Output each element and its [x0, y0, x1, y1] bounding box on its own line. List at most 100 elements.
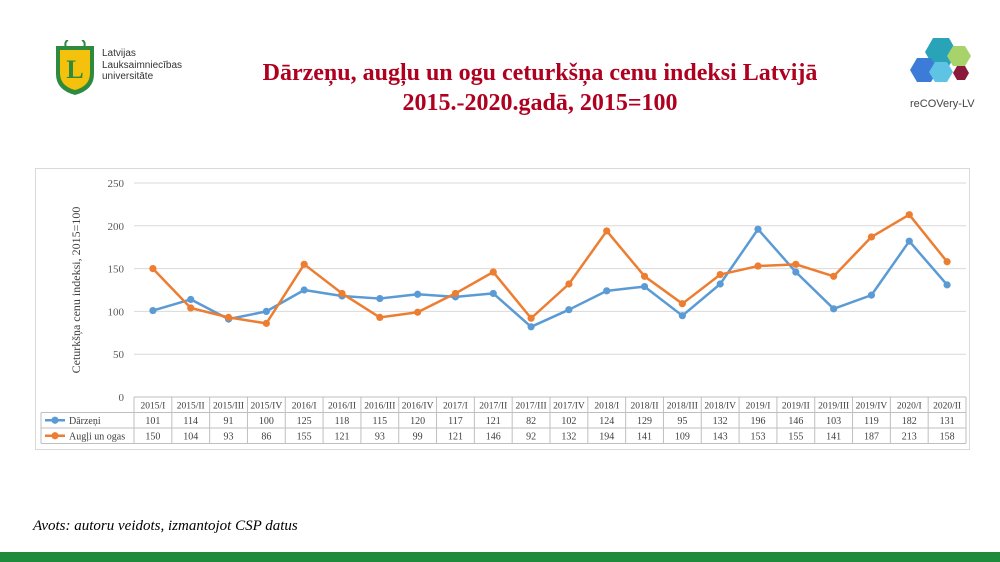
data-table-value: 93	[375, 432, 385, 443]
x-category-label: 2019/IV	[856, 402, 888, 412]
x-category-label: 2016/I	[292, 402, 317, 412]
x-category-label: 2016/II	[328, 402, 356, 412]
svg-text:L: L	[66, 55, 83, 84]
series-1-point	[716, 280, 724, 288]
data-table-value: 124	[599, 416, 614, 427]
x-category-label: 2019/I	[746, 402, 771, 412]
series-1-point	[187, 295, 195, 304]
series-2-point	[867, 233, 876, 241]
series-2-point	[754, 262, 762, 270]
series-2-point	[187, 304, 195, 312]
data-table-value: 99	[413, 432, 423, 443]
x-category-label: 2017/III	[516, 402, 547, 412]
hexagon-cluster-icon	[910, 38, 971, 82]
y-tick-label: 200	[108, 221, 125, 233]
series-1-point	[262, 307, 270, 315]
series-2-point	[565, 280, 573, 288]
data-table-value: 141	[637, 432, 652, 443]
data-table-value: 131	[940, 416, 955, 427]
series-1-point	[640, 282, 649, 291]
series-2-point	[792, 260, 800, 268]
data-table-value: 187	[864, 432, 879, 443]
series-1-point	[830, 305, 838, 313]
series-1-point	[754, 225, 762, 233]
data-table-value: 146	[486, 432, 501, 443]
y-tick-label: 50	[113, 349, 125, 361]
data-table-value: 194	[599, 432, 614, 443]
data-table-value: 158	[940, 432, 955, 443]
data-table-value: 196	[751, 416, 766, 427]
x-category-label: 2015/I	[141, 402, 166, 412]
series-2-point	[943, 258, 951, 266]
data-table-value: 182	[902, 416, 917, 427]
x-category-label: 2018/IV	[704, 402, 736, 412]
x-category-label: 2018/II	[631, 402, 659, 412]
y-tick-label: 0	[119, 392, 125, 404]
x-category-label: 2017/II	[479, 402, 507, 412]
partner-logo-text: reCOVery-LV	[910, 98, 975, 110]
x-category-label: 2020/I	[897, 402, 922, 412]
series-2-point	[640, 272, 649, 280]
data-table-value: 213	[902, 432, 917, 443]
x-category-label: 2018/III	[667, 402, 698, 412]
slide-title: Dārzeņu, augļu un ogu ceturkšņa cenu ind…	[190, 58, 890, 118]
y-axis-label: Ceturkšņa cenu indeksi, 2015=100	[69, 207, 83, 374]
university-name: Latvijas Lauksaimniecības universitāte	[102, 48, 212, 83]
series-2-point	[716, 270, 724, 279]
x-category-label: 2016/IV	[402, 402, 434, 412]
data-table-value: 101	[145, 416, 160, 427]
series-2-point	[678, 300, 686, 308]
data-table-value: 119	[864, 416, 879, 427]
data-table-value: 115	[372, 416, 387, 427]
university-logo: L Latvijas Lauksaimniecības universitāte	[52, 40, 202, 100]
data-table-value: 125	[297, 416, 312, 427]
series-1-point	[943, 281, 951, 289]
series-line-1	[152, 227, 949, 329]
y-tick-label: 150	[108, 264, 125, 276]
series-2-point	[451, 289, 460, 298]
series-1-point	[489, 289, 497, 298]
y-tick-label: 250	[108, 178, 125, 190]
data-table-value: 95	[677, 416, 687, 427]
series-2-point	[489, 268, 497, 276]
series-2-point	[262, 319, 270, 327]
series-1-point	[678, 312, 686, 320]
data-table-value: 93	[224, 432, 234, 443]
series-1-point	[300, 286, 308, 294]
series-2-point	[603, 227, 611, 235]
data-table-value: 117	[448, 416, 463, 427]
slide-title-line-1: Dārzeņu, augļu un ogu ceturkšņa cenu ind…	[262, 60, 818, 86]
legend-marker-1	[51, 416, 59, 424]
series-2-point	[376, 313, 384, 321]
data-table-value: 86	[261, 432, 271, 443]
university-name-line-1: Latvijas	[102, 48, 136, 59]
data-table-value: 153	[751, 432, 766, 443]
bottom-bar	[0, 552, 1000, 562]
data-table-value: 104	[183, 432, 198, 443]
legend-label-2: Augļi un ogas	[69, 432, 125, 443]
x-category-label: 2017/IV	[553, 402, 585, 412]
series-1-point	[792, 268, 800, 276]
data-table-value: 132	[713, 416, 728, 427]
data-table-value: 155	[788, 432, 803, 443]
x-category-label: 2016/III	[364, 402, 395, 412]
series-1-point	[905, 237, 913, 245]
legend-label-1: Dārzeņi	[69, 416, 101, 427]
university-emblem-icon: L	[56, 40, 94, 95]
x-category-label: 2019/II	[782, 402, 810, 412]
x-category-label: 2019/III	[818, 402, 849, 412]
data-table-value: 118	[335, 416, 350, 427]
data-table-value: 150	[145, 432, 160, 443]
data-table-value: 121	[448, 432, 463, 443]
series-1-point	[376, 294, 384, 303]
data-table-value: 120	[410, 416, 425, 427]
data-table-value: 100	[259, 416, 274, 427]
series-2-point	[149, 265, 157, 273]
data-table-value: 102	[561, 416, 576, 427]
data-table-value: 132	[561, 432, 576, 443]
data-table-value: 143	[713, 432, 728, 443]
series-2-point	[905, 211, 913, 219]
data-table-value: 92	[526, 432, 536, 443]
data-table-value: 146	[788, 416, 803, 427]
data-table-value: 82	[526, 416, 536, 427]
